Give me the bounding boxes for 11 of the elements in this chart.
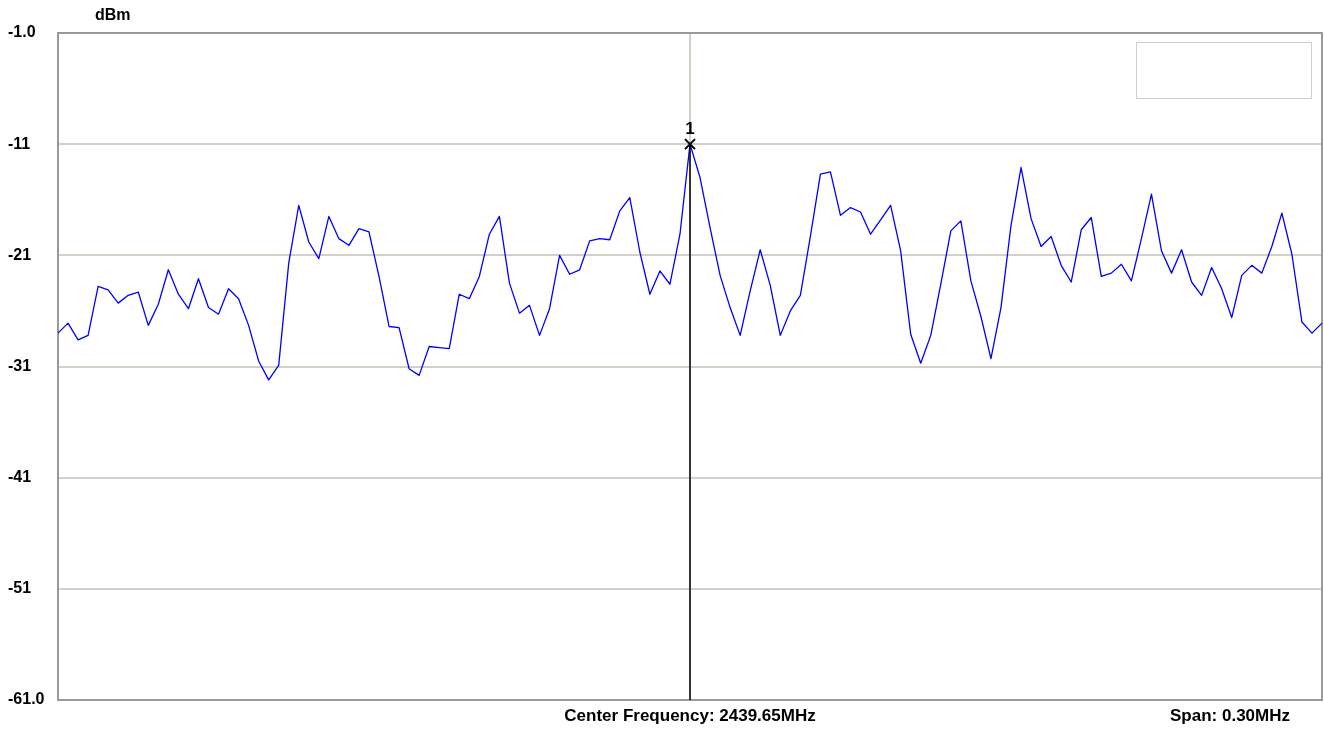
- y-tick-label: -1.0: [8, 23, 36, 41]
- y-tick-label: -41: [8, 468, 32, 486]
- y-tick-label: -11: [8, 134, 31, 152]
- annotation: 1: [685, 119, 695, 139]
- y-tick-label: -21: [8, 245, 32, 263]
- text: Span: 0.30MHz: [1170, 705, 1290, 725]
- y-tick-label: -51: [8, 579, 32, 597]
- y-axis-title: dBm: [95, 6, 131, 24]
- y-tick-label: -31: [8, 356, 32, 374]
- y-tick-label: -61.0: [8, 690, 45, 708]
- text: Center Frequency: 2439.65MHz: [564, 705, 816, 725]
